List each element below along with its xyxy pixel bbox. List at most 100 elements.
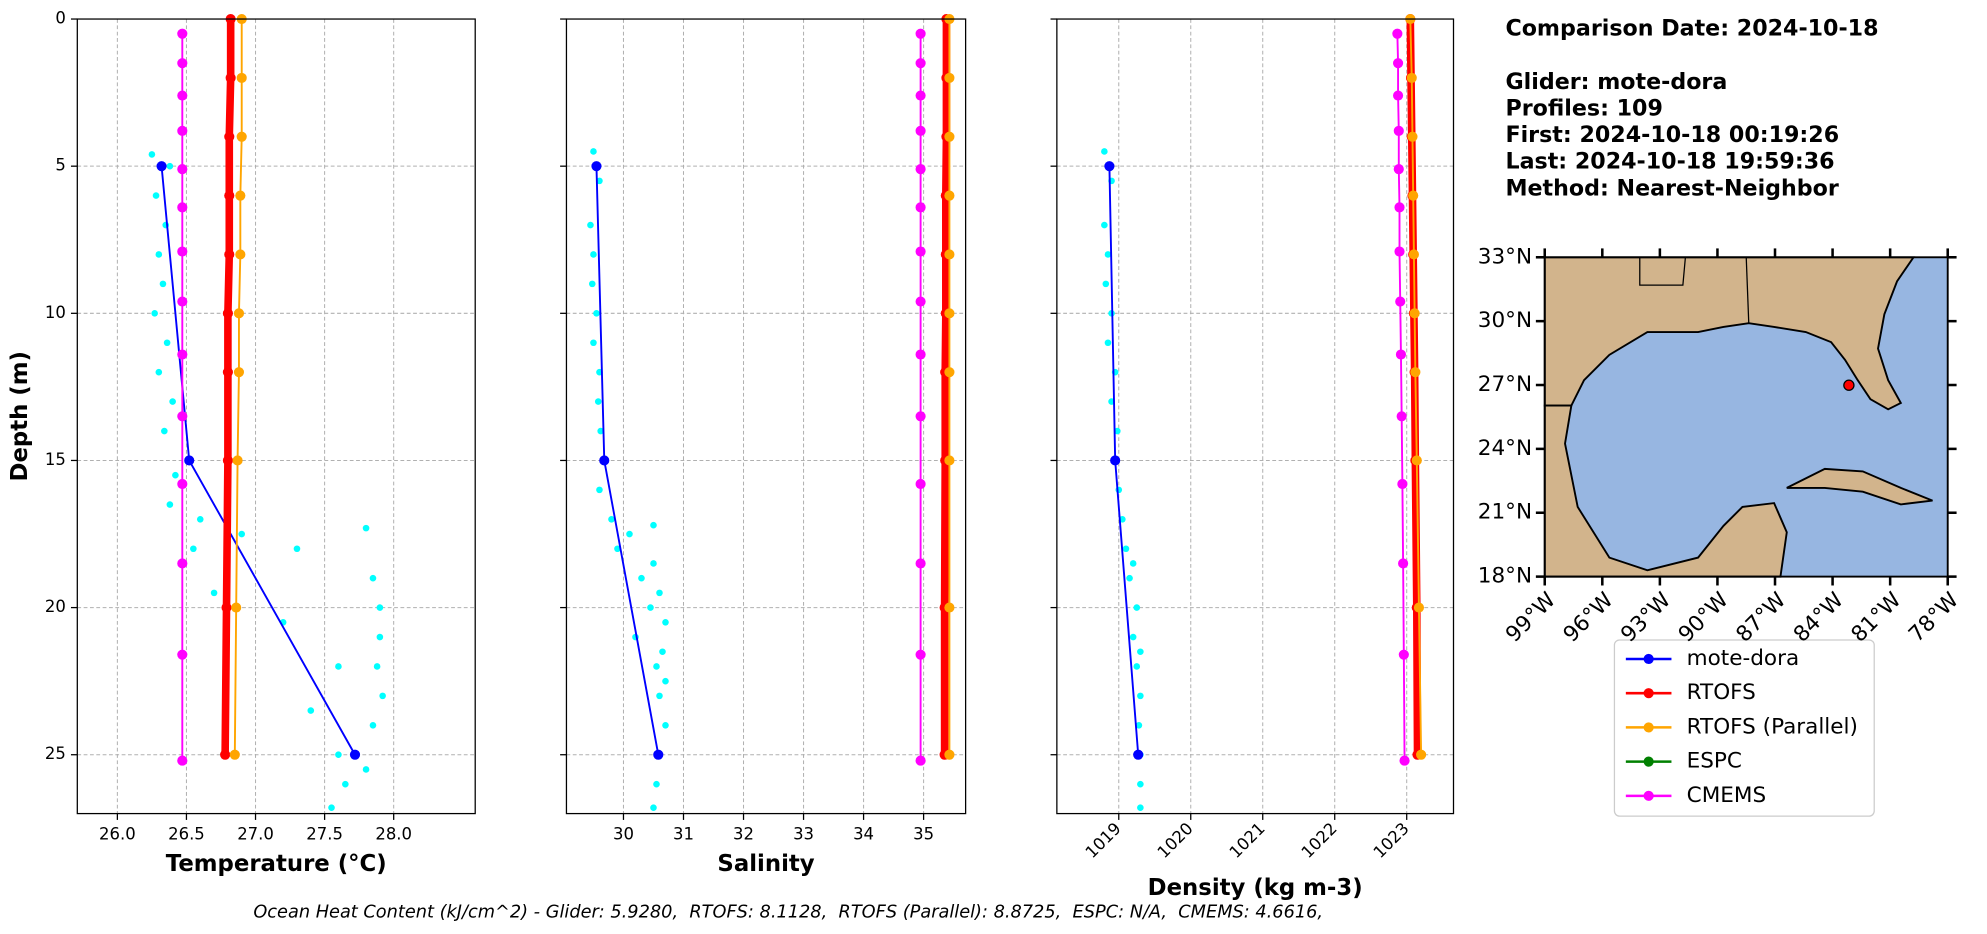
glider-point [307, 707, 315, 714]
glider-point [238, 530, 246, 538]
profile-marker [220, 749, 231, 760]
glider-point [653, 663, 660, 670]
profile-marker [1410, 367, 1421, 378]
profile-marker [1395, 349, 1407, 360]
legend-marker [1643, 790, 1654, 801]
y-tick-label: 20 [45, 597, 66, 616]
y-tick-label: 10 [45, 303, 66, 322]
method: Method: Nearest-Neighbor [1505, 175, 1838, 201]
x-tick-label: 31 [673, 825, 694, 844]
profile-marker [222, 367, 233, 378]
legend-marker [1643, 688, 1654, 699]
glider-point [166, 501, 174, 508]
legend-label: ESPC [1687, 749, 1742, 774]
legend-marker [1643, 653, 1654, 665]
profile-marker [349, 749, 361, 760]
profile-marker [236, 72, 247, 83]
glider-point [161, 427, 168, 435]
profile-marker [1399, 755, 1410, 766]
y-tick-label: 0 [55, 9, 65, 28]
glider-point [369, 574, 377, 582]
glider-point [190, 545, 197, 553]
profile-marker [1394, 246, 1405, 257]
glider-point [650, 560, 657, 567]
x-tick-label: 35 [913, 825, 934, 844]
profile-marker [915, 558, 926, 569]
legend-label: mote-dora [1687, 646, 1800, 671]
glider-location [1843, 379, 1855, 391]
profile-marker [1406, 72, 1417, 83]
profile-marker [232, 455, 243, 466]
profile-marker [177, 164, 188, 175]
glider-point [590, 148, 597, 155]
glider-point [597, 427, 604, 435]
profile-marker [177, 296, 188, 307]
glider-point [1114, 427, 1121, 435]
profile-marker [177, 411, 188, 422]
first-time: First: 2024-10-18 00:19:26 [1505, 122, 1839, 148]
profile-marker [915, 58, 926, 69]
glider-point [656, 589, 663, 597]
glider-point [1104, 339, 1112, 347]
profile-marker [944, 72, 955, 83]
glider-point [587, 221, 594, 229]
profile-marker [1393, 164, 1404, 175]
profile-marker [222, 308, 233, 319]
glider-name: Glider: mote-dora [1505, 69, 1727, 95]
y-tick-label: 15 [45, 450, 66, 469]
profile-marker [233, 308, 245, 319]
y-axis-label: Depth (m) [7, 351, 33, 481]
profile-marker [224, 131, 235, 142]
legend-label: RTOFS [1687, 680, 1756, 705]
profile-marker [177, 558, 188, 569]
x-tick-label: 34 [853, 825, 874, 844]
map-land [1543, 256, 1948, 578]
state-borders [1745, 257, 1750, 324]
glider-point [155, 251, 163, 258]
glider-point [379, 692, 386, 700]
glider-point [342, 780, 349, 788]
axes-frame [76, 18, 476, 815]
profile-marker [229, 749, 240, 760]
y-tick-label: 25 [45, 744, 66, 763]
profile-marker [915, 202, 926, 213]
profile-line [1409, 19, 1423, 755]
glider-point [210, 589, 218, 597]
profile-marker [653, 749, 664, 760]
glider-point [1133, 604, 1141, 611]
land-mexico [1543, 404, 1788, 578]
glider-point [335, 663, 342, 670]
glider-point [1129, 633, 1137, 641]
profile-marker [1397, 478, 1408, 490]
glider-point [659, 648, 666, 656]
profile-marker [177, 28, 188, 39]
profile-marker [1392, 28, 1403, 39]
profile-marker [1413, 602, 1425, 613]
x-tick-label: 27.0 [237, 825, 274, 844]
profile-marker [944, 308, 955, 319]
glider-point [1133, 663, 1141, 670]
y-tick-label: 21°N [1478, 500, 1532, 525]
y-tick-label: 30°N [1478, 308, 1532, 333]
legend-box [1613, 639, 1875, 817]
x-tick-label: 28.0 [375, 825, 412, 844]
profile-marker [225, 72, 236, 83]
profile-line [1396, 33, 1406, 761]
profile-marker [222, 455, 233, 466]
glider-point [169, 398, 176, 405]
x-tick-label: 30 [613, 825, 634, 844]
profile-marker [944, 190, 955, 201]
glider-point [656, 692, 663, 700]
state-borders [1639, 257, 1687, 286]
legend-marker [1643, 722, 1654, 733]
y-tick-label: 24°N [1478, 436, 1532, 461]
glider-point [590, 339, 597, 347]
profile-line [233, 19, 243, 755]
profile-marker [1408, 190, 1419, 201]
glider-point [596, 486, 603, 494]
glider-point [1137, 692, 1144, 700]
glider-point [1101, 221, 1108, 229]
profile-marker [944, 602, 955, 613]
profile-marker [177, 649, 188, 660]
x-tick-label: 26.0 [99, 825, 136, 844]
